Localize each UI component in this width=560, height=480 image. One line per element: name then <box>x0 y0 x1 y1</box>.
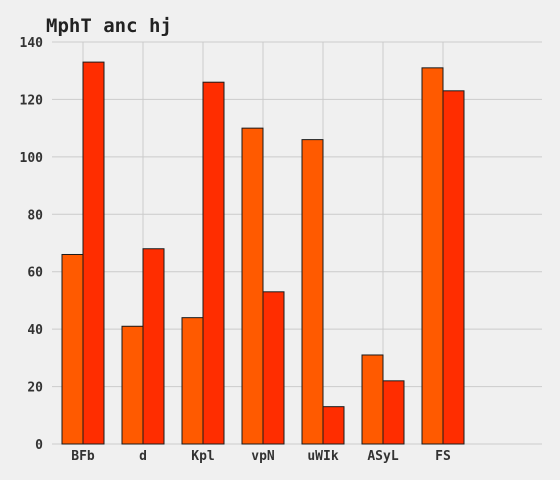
y-tick-label: 20 <box>27 381 43 396</box>
bar-series-1-Kpl <box>181 317 204 445</box>
y-tick-label: 100 <box>20 151 44 166</box>
x-tick-label: vpN <box>251 449 275 464</box>
bar-series-2-BFb <box>82 61 105 445</box>
y-axis-ticks: 0 20 40 60 80 100 120 140 <box>20 36 44 453</box>
bar-series-2-vpN <box>262 291 285 445</box>
bar-series-2-Kpl <box>202 81 225 445</box>
chart-title: MphT anc hj <box>46 15 172 37</box>
x-tick-label: uWIk <box>307 449 338 464</box>
bar-series-2-ASyL <box>382 380 405 445</box>
bars <box>61 61 465 445</box>
y-tick-label: 60 <box>27 266 43 281</box>
bar-series-1-vpN <box>241 127 264 445</box>
x-tick-label: FS <box>435 449 451 464</box>
bar-series-1-FS <box>421 67 444 445</box>
bar-series-2-FS <box>442 90 465 445</box>
x-axis-ticks: BFb d Kpl vpN uWIk ASyL FS <box>71 449 451 464</box>
bar-series-1-d <box>121 325 144 445</box>
y-tick-label: 120 <box>20 93 44 108</box>
x-tick-label: d <box>139 449 147 464</box>
y-tick-label: 140 <box>20 36 44 51</box>
y-tick-label: 80 <box>27 208 43 223</box>
x-tick-label: BFb <box>71 449 95 464</box>
bar-series-1-uWIk <box>301 139 324 445</box>
bar-series-1-ASyL <box>361 354 384 445</box>
x-tick-label: ASyL <box>367 449 398 464</box>
bar-series-1-BFb <box>61 253 84 445</box>
y-tick-label: 0 <box>35 438 43 453</box>
bar-series-2-d <box>142 248 165 445</box>
bar-series-2-uWIk <box>322 406 345 445</box>
y-tick-label: 40 <box>27 323 43 338</box>
x-tick-label: Kpl <box>191 449 214 464</box>
